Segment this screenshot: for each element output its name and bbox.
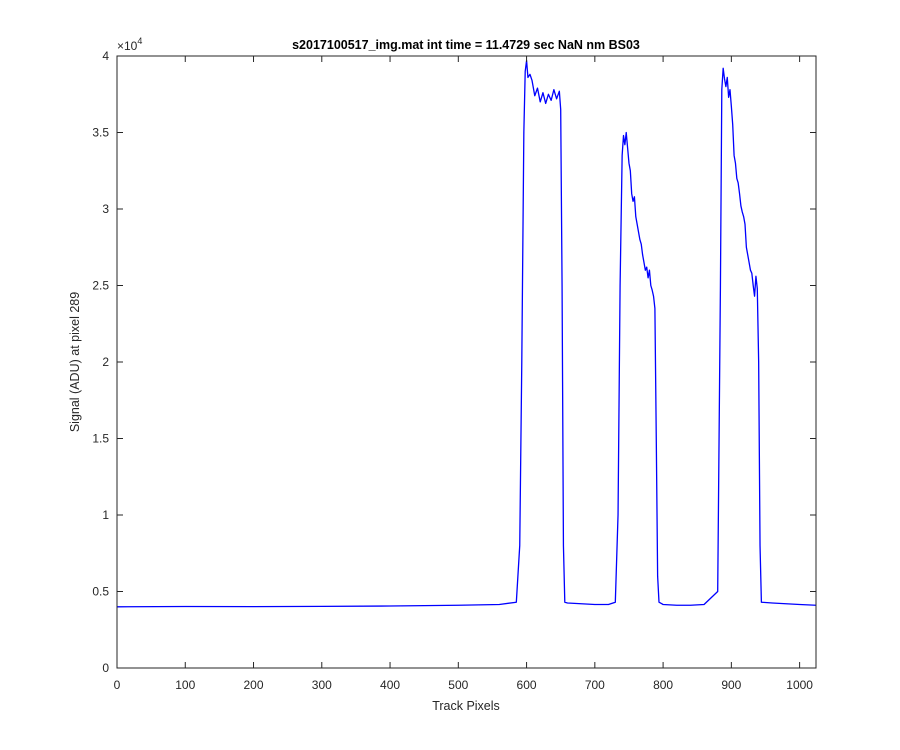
x-tick-label: 0	[114, 678, 121, 692]
plot-area	[117, 56, 816, 668]
y-tick-label: 3.5	[92, 126, 109, 140]
y-tick-label: 3	[102, 202, 109, 216]
series-line-0	[116, 59, 817, 608]
y-tick-label: 0	[102, 661, 109, 675]
ticks-layer: 0 100 200 300 400 500 600 700 800 900 1000 0 0.5 1 1.5…	[92, 49, 816, 692]
y-tick-label: 1.5	[92, 432, 109, 446]
x-tick-label: 1000	[786, 678, 813, 692]
x-axis-label: Track Pixels	[432, 699, 500, 713]
x-tick-label: 500	[448, 678, 468, 692]
y-exponent-base: ×10	[117, 39, 138, 53]
x-tick-label: 400	[380, 678, 400, 692]
series-layer	[116, 59, 817, 608]
y-tick-label: 2.5	[92, 279, 109, 293]
x-tick-label: 100	[175, 678, 195, 692]
y-tick-label: 0.5	[92, 585, 109, 599]
y-tick-label: 1	[102, 508, 109, 522]
x-tick-label: 700	[585, 678, 605, 692]
y-axis-label: Signal (ADU) at pixel 289	[68, 292, 82, 432]
x-tick-label: 200	[244, 678, 264, 692]
x-tick-label: 800	[653, 678, 673, 692]
y-exponent-power: 4	[137, 36, 142, 46]
x-tick-label: 300	[312, 678, 332, 692]
y-exponent-label: ×104	[117, 36, 142, 53]
y-tick-label: 2	[102, 355, 109, 369]
chart-title: s2017100517_img.mat int time = 11.4729 s…	[292, 38, 640, 52]
x-tick-label: 900	[721, 678, 741, 692]
y-tick-label: 4	[102, 49, 109, 63]
x-tick-label: 600	[517, 678, 537, 692]
